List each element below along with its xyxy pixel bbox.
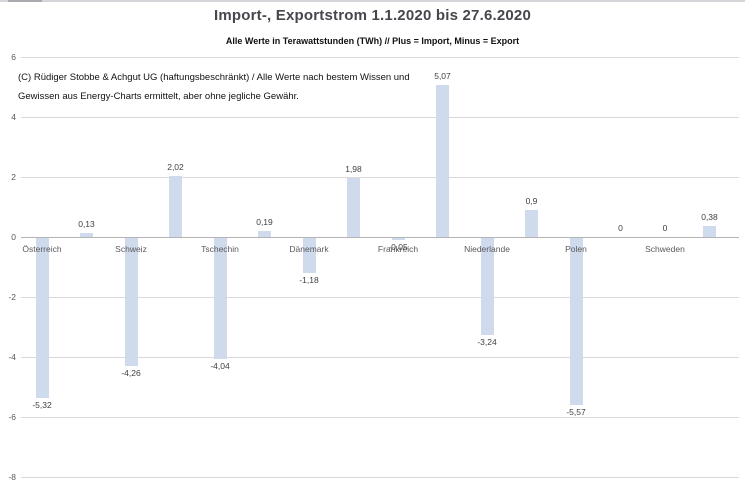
bar-value-label: 0,19 xyxy=(256,217,273,227)
bar xyxy=(703,226,716,237)
bar-value-label: 5,07 xyxy=(434,71,451,81)
bar xyxy=(391,238,405,240)
y-tick-label: 4 xyxy=(11,112,16,122)
y-gridline xyxy=(21,57,739,58)
category-label: Frankreich xyxy=(377,244,419,254)
bar-value-label: -4,26 xyxy=(121,368,141,378)
bar-value-label: -5,57 xyxy=(566,407,586,417)
bar-value-label: -3,24 xyxy=(477,337,497,347)
bar xyxy=(347,178,360,237)
y-gridline xyxy=(21,297,739,298)
bar xyxy=(569,238,583,405)
bar-value-label: 1,98 xyxy=(345,164,362,174)
y-gridline xyxy=(21,117,739,118)
chart-subtitle: Alle Werte in Terawattstunden (TWh) // P… xyxy=(225,36,520,46)
y-tick-label: 2 xyxy=(11,172,16,182)
bar xyxy=(169,176,182,237)
category-label: Schweiz xyxy=(115,244,147,254)
chart-title: Import-, Exportstrom 1.1.2020 bis 27.6.2… xyxy=(213,7,532,24)
y-tick-label: 0 xyxy=(11,232,16,242)
bar xyxy=(124,238,138,366)
bar-value-label: 0,13 xyxy=(78,219,95,229)
bar-value-label: -4,04 xyxy=(210,361,230,371)
copyright-annotation: (C) Rüdiger Stobbe & Achgut UG (haftungs… xyxy=(18,68,438,106)
bar xyxy=(480,238,494,335)
bar-value-label: 0,9 xyxy=(525,196,538,206)
y-tick-label: -2 xyxy=(8,292,16,302)
category-label: Niederlande xyxy=(464,244,510,254)
category-label: Dänemark xyxy=(289,244,329,254)
category-label: Schweden xyxy=(645,244,685,254)
category-label: Tschechin xyxy=(201,244,239,254)
window-top-border-accent xyxy=(8,0,42,2)
y-tick-label: -4 xyxy=(8,352,16,362)
bar-value-label: 2,02 xyxy=(167,162,184,172)
bar-value-label: -0,05 xyxy=(388,242,408,252)
bar-value-label: -1,18 xyxy=(299,275,319,285)
y-tick-label: -8 xyxy=(8,472,16,482)
bar-value-label: -5,32 xyxy=(32,400,52,410)
bar-value-label: 0 xyxy=(618,223,623,233)
bar xyxy=(302,238,316,273)
bar xyxy=(213,238,227,359)
bar xyxy=(436,85,449,237)
y-gridline xyxy=(21,477,739,478)
category-label: Polen xyxy=(565,244,587,254)
y-tick-label: 6 xyxy=(11,52,16,62)
window-top-border xyxy=(0,0,745,2)
bar xyxy=(35,238,49,398)
y-gridline xyxy=(21,357,739,358)
zero-axis-line xyxy=(21,237,739,238)
copyright-line-2: Gewissen aus Energy-Charts ermittelt, ab… xyxy=(18,91,299,102)
y-gridline xyxy=(21,177,739,178)
y-gridline xyxy=(21,417,739,418)
bar-value-label: 0,38 xyxy=(701,212,718,222)
bar xyxy=(258,231,271,237)
bar xyxy=(80,233,93,237)
bar-value-label: 0 xyxy=(662,223,668,233)
category-label: Österreich xyxy=(22,244,62,254)
y-tick-label: -6 xyxy=(8,412,16,422)
bar xyxy=(525,210,538,237)
copyright-line-1: (C) Rüdiger Stobbe & Achgut UG (haftungs… xyxy=(18,72,410,83)
